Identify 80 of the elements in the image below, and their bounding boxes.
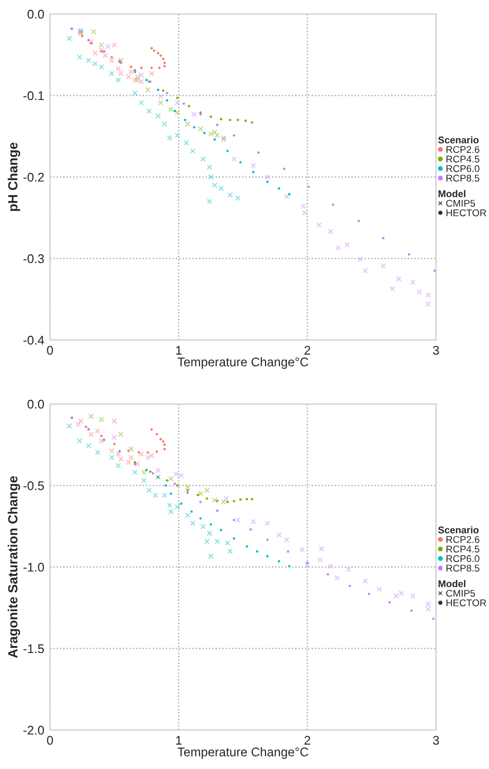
legend-label: RCP8.5 (446, 564, 480, 572)
x-tick-label: 2 (304, 346, 310, 355)
point (113, 442, 116, 446)
legend-label: RCP8.5 (446, 174, 480, 182)
point (246, 498, 248, 500)
point (326, 573, 330, 576)
y-tick-label: -2.0 (23, 726, 44, 735)
point (278, 187, 280, 190)
point (250, 121, 254, 124)
point (150, 428, 153, 431)
point (186, 492, 189, 494)
point (306, 562, 309, 564)
point (220, 528, 222, 532)
point (236, 118, 240, 122)
point (149, 470, 152, 473)
x-tick-label: 1 (176, 736, 182, 745)
point (282, 168, 286, 170)
x-tick-label: 2 (304, 736, 310, 745)
point (210, 115, 212, 118)
y-tick-label: -0.2 (23, 172, 44, 182)
y-tick-label: -0.5 (23, 481, 44, 490)
x-tick-label: 0 (47, 736, 53, 745)
point (186, 489, 189, 492)
point (232, 500, 236, 502)
point (182, 102, 186, 105)
point (176, 484, 179, 487)
point (90, 42, 92, 45)
point (203, 132, 206, 134)
x-tick-label: 3 (433, 346, 439, 355)
point (80, 34, 84, 38)
legend-label: RCP6.0 (446, 555, 480, 562)
point (220, 118, 222, 120)
point (288, 192, 291, 196)
y-axis-title: pH Change (8, 142, 20, 211)
legend-label: RCP4.5 (446, 156, 480, 162)
x-tick-label: 0 (47, 346, 53, 355)
legend-title: Scenario (438, 136, 479, 144)
x-tick-label: 3 (433, 736, 439, 745)
point (256, 550, 258, 553)
y-tick-label: -1.0 (23, 562, 44, 572)
y-tick-label: -0.3 (23, 254, 44, 264)
point (163, 448, 166, 450)
point (156, 52, 160, 54)
legend-title: Scenario (438, 526, 479, 534)
text: HECTOR (446, 599, 486, 606)
text: CMIP5 (446, 200, 476, 207)
y-tick-label: -0.1 (23, 91, 44, 100)
y-tick-label: 0.0 (28, 400, 44, 409)
point (432, 618, 435, 620)
point (246, 545, 248, 548)
text: Model (438, 580, 466, 588)
text: CMIP5 (446, 590, 476, 597)
legend-label: RCP4.5 (446, 546, 480, 552)
legend-label: RCP2.6 (446, 536, 480, 543)
point (163, 64, 166, 68)
point (170, 492, 172, 495)
y-tick-label: -0.4 (23, 336, 44, 345)
point (410, 609, 413, 612)
x-axis-title: Temperature Change°C (178, 357, 308, 369)
x-tick-label: 1 (176, 346, 182, 355)
point (176, 96, 179, 100)
y-tick-label: -1.5 (23, 644, 44, 654)
point (266, 180, 269, 184)
legend-label: RCP6.0 (446, 165, 480, 172)
point (188, 104, 190, 108)
point (166, 99, 168, 102)
point (159, 54, 162, 57)
y-tick-label: 0.0 (28, 10, 44, 19)
legend-label: RCP2.6 (446, 146, 480, 153)
point (228, 118, 232, 122)
point (163, 62, 166, 64)
point (184, 118, 186, 122)
point (388, 601, 391, 604)
text: Model (438, 190, 466, 198)
x-axis-title: Temperature Change°C (178, 747, 308, 759)
y-axis-title: Aragonite Saturation Change (8, 476, 20, 658)
point (368, 592, 370, 596)
point (288, 564, 291, 568)
text: HECTOR (446, 209, 486, 216)
point (239, 161, 242, 164)
